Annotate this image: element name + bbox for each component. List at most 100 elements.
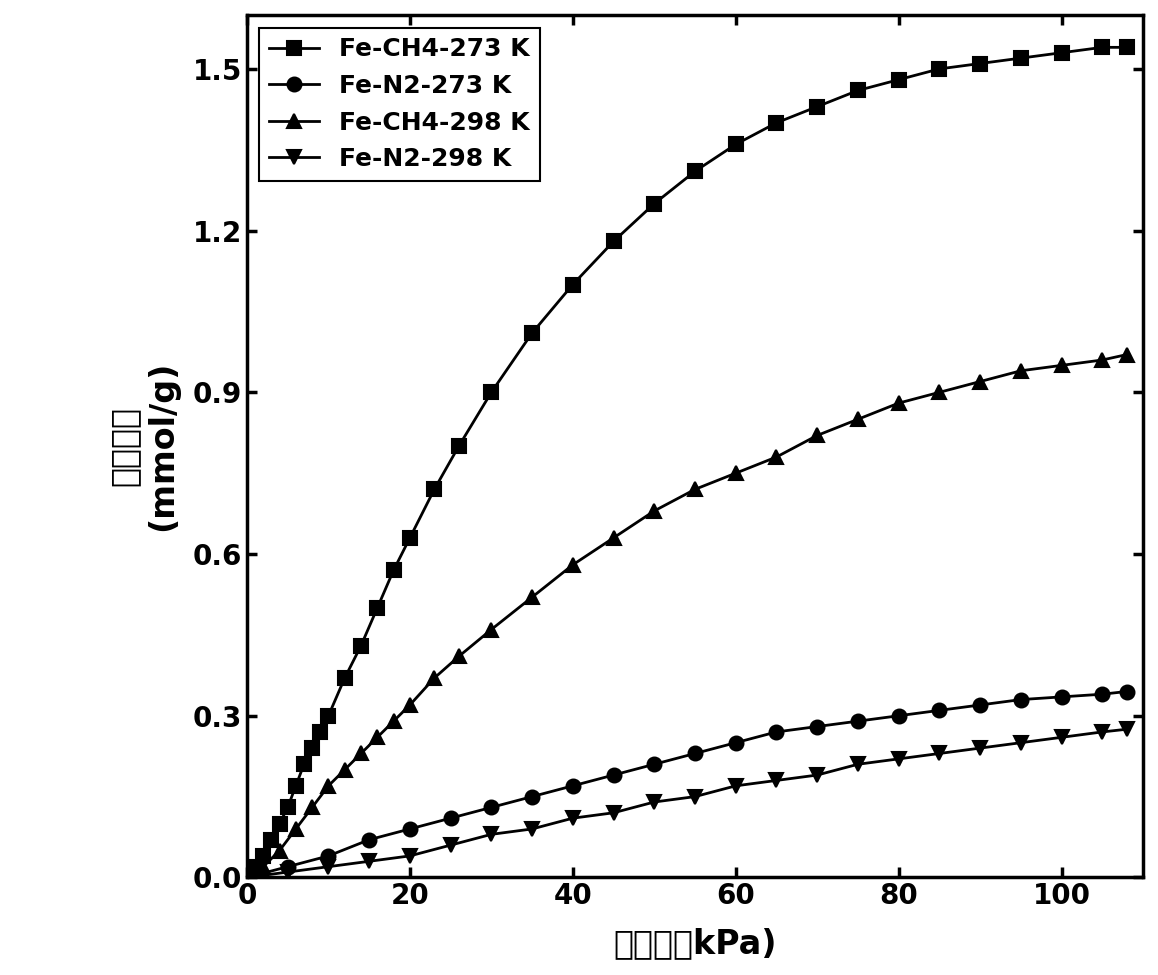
Fe-N2-298 K bbox=[1095, 726, 1109, 738]
Fe-N2-298 K bbox=[362, 855, 376, 867]
Fe-N2-273 K bbox=[1014, 694, 1028, 706]
Fe-CH4-298 K bbox=[338, 763, 352, 775]
Fe-CH4-273 K bbox=[688, 166, 702, 177]
Fe-N2-298 K bbox=[688, 791, 702, 802]
Fe-CH4-273 K bbox=[525, 328, 538, 339]
Fe-CH4-273 K bbox=[452, 441, 466, 452]
Fe-CH4-273 K bbox=[272, 818, 286, 830]
Fe-CH4-273 K bbox=[607, 236, 621, 248]
X-axis label: 压力　（kPa): 压力 （kPa) bbox=[614, 927, 777, 960]
Fe-N2-298 K bbox=[728, 780, 742, 792]
Fe-CH4-298 K bbox=[427, 672, 441, 683]
Fe-N2-273 K bbox=[1120, 685, 1134, 697]
Fe-CH4-273 K bbox=[566, 279, 580, 291]
Fe-CH4-273 K bbox=[484, 386, 498, 398]
Fe-N2-298 K bbox=[647, 797, 661, 808]
Fe-CH4-273 K bbox=[770, 117, 784, 129]
Fe-CH4-273 K bbox=[256, 850, 270, 862]
Fe-CH4-273 K bbox=[354, 640, 368, 651]
Fe-N2-298 K bbox=[1055, 731, 1069, 743]
Fe-N2-298 K bbox=[811, 769, 824, 781]
Fe-CH4-273 K bbox=[371, 603, 384, 614]
Y-axis label: 吸附容量
(mmol/g): 吸附容量 (mmol/g) bbox=[108, 361, 178, 531]
Fe-CH4-298 K bbox=[288, 823, 302, 835]
Fe-N2-273 K bbox=[566, 780, 580, 792]
Fe-N2-298 K bbox=[484, 829, 498, 840]
Fe-CH4-273 K bbox=[851, 85, 865, 97]
Fe-N2-298 K bbox=[932, 748, 946, 760]
Fe-CH4-273 K bbox=[1014, 53, 1028, 64]
Fe-N2-298 K bbox=[607, 807, 621, 819]
Fe-CH4-273 K bbox=[314, 726, 328, 738]
Fe-CH4-298 K bbox=[306, 801, 320, 813]
Fe-N2-273 K bbox=[484, 801, 498, 813]
Fe-N2-273 K bbox=[892, 710, 906, 722]
Fe-CH4-298 K bbox=[240, 872, 254, 883]
Fe-CH4-273 K bbox=[338, 672, 352, 683]
Fe-CH4-273 K bbox=[288, 780, 302, 792]
Fe-N2-298 K bbox=[240, 872, 254, 883]
Fe-CH4-273 K bbox=[1095, 42, 1109, 54]
Fe-N2-273 K bbox=[1095, 688, 1109, 700]
Fe-N2-298 K bbox=[973, 742, 987, 754]
Line: Fe-N2-298 K: Fe-N2-298 K bbox=[240, 722, 1134, 884]
Fe-CH4-273 K bbox=[280, 801, 294, 813]
Fe-N2-273 K bbox=[851, 716, 865, 727]
Fe-CH4-273 K bbox=[298, 759, 312, 770]
Fe-CH4-298 K bbox=[1120, 349, 1134, 361]
Fe-CH4-298 K bbox=[525, 591, 538, 603]
Fe-N2-273 K bbox=[728, 737, 742, 749]
Line: Fe-CH4-298 K: Fe-CH4-298 K bbox=[240, 348, 1134, 884]
Fe-CH4-273 K bbox=[306, 742, 320, 754]
Fe-CH4-298 K bbox=[484, 624, 498, 636]
Fe-CH4-298 K bbox=[1095, 354, 1109, 366]
Fe-N2-273 K bbox=[240, 872, 254, 883]
Fe-N2-298 K bbox=[525, 823, 538, 835]
Fe-N2-298 K bbox=[444, 839, 457, 851]
Fe-CH4-298 K bbox=[770, 451, 784, 463]
Fe-CH4-298 K bbox=[371, 731, 384, 743]
Fe-N2-273 K bbox=[280, 861, 294, 873]
Fe-CH4-298 K bbox=[322, 780, 336, 792]
Fe-N2-298 K bbox=[566, 812, 580, 824]
Fe-CH4-298 K bbox=[728, 467, 742, 479]
Fe-CH4-298 K bbox=[932, 386, 946, 398]
Fe-CH4-273 K bbox=[728, 138, 742, 150]
Fe-N2-298 K bbox=[322, 861, 336, 873]
Fe-CH4-298 K bbox=[566, 559, 580, 570]
Fe-N2-273 K bbox=[811, 721, 824, 732]
Fe-CH4-298 K bbox=[811, 430, 824, 442]
Fe-CH4-273 K bbox=[647, 198, 661, 210]
Fe-CH4-298 K bbox=[1055, 360, 1069, 371]
Fe-CH4-298 K bbox=[688, 484, 702, 495]
Fe-CH4-298 K bbox=[647, 505, 661, 517]
Fe-CH4-298 K bbox=[892, 397, 906, 409]
Fe-CH4-298 K bbox=[851, 413, 865, 425]
Fe-CH4-298 K bbox=[452, 650, 466, 662]
Fe-CH4-273 K bbox=[892, 74, 906, 86]
Fe-CH4-298 K bbox=[403, 699, 417, 711]
Fe-CH4-298 K bbox=[607, 532, 621, 544]
Fe-N2-273 K bbox=[444, 812, 457, 824]
Fe-N2-298 K bbox=[403, 850, 417, 862]
Fe-CH4-273 K bbox=[322, 710, 336, 722]
Fe-CH4-273 K bbox=[1055, 47, 1069, 58]
Fe-N2-273 K bbox=[770, 726, 784, 738]
Fe-CH4-273 K bbox=[264, 834, 278, 845]
Fe-N2-298 K bbox=[280, 866, 294, 878]
Fe-CH4-273 K bbox=[973, 58, 987, 69]
Fe-N2-298 K bbox=[770, 774, 784, 786]
Line: Fe-N2-273 K: Fe-N2-273 K bbox=[240, 684, 1134, 884]
Fe-N2-298 K bbox=[892, 753, 906, 764]
Legend: Fe-CH4-273 K, Fe-N2-273 K, Fe-CH4-298 K, Fe-N2-298 K: Fe-CH4-273 K, Fe-N2-273 K, Fe-CH4-298 K,… bbox=[259, 27, 540, 181]
Fe-N2-273 K bbox=[403, 823, 417, 835]
Fe-N2-298 K bbox=[1014, 737, 1028, 749]
Fe-CH4-273 K bbox=[1120, 42, 1134, 54]
Fe-N2-273 K bbox=[688, 748, 702, 760]
Fe-N2-273 K bbox=[973, 699, 987, 711]
Fe-CH4-298 K bbox=[354, 748, 368, 760]
Fe-CH4-298 K bbox=[256, 861, 270, 873]
Line: Fe-CH4-273 K: Fe-CH4-273 K bbox=[240, 40, 1134, 884]
Fe-N2-298 K bbox=[1120, 723, 1134, 735]
Fe-CH4-298 K bbox=[272, 844, 286, 856]
